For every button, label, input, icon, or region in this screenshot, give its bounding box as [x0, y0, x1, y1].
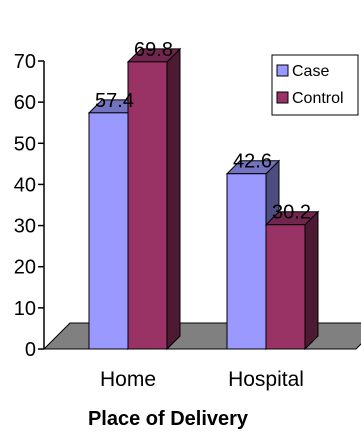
legend: Case Control: [271, 54, 359, 116]
y-tick-label: 50: [14, 133, 36, 155]
legend-swatch: [276, 64, 289, 77]
bar-control-hospital: [264, 210, 320, 351]
y-tick-label: 0: [25, 339, 36, 361]
bar-front: [127, 61, 168, 350]
y-tick-label: 10: [14, 298, 36, 320]
bar-front: [88, 112, 129, 350]
legend-label: Case: [292, 63, 329, 80]
y-axis: 0 10 20 30 40 50 60 70: [14, 51, 44, 361]
y-tick-label: 70: [14, 51, 36, 73]
x-axis: Home Hospital: [100, 368, 304, 391]
y-tick-label: 60: [14, 92, 36, 114]
data-label: 42.6: [233, 151, 272, 173]
y-tick-label: 20: [14, 257, 36, 279]
bar-side: [166, 47, 181, 351]
x-axis-title: Place of Delivery: [88, 408, 249, 430]
bar-front: [265, 224, 306, 350]
bar-control-home: [126, 47, 182, 351]
bar-front: [226, 173, 267, 350]
bar-side: [304, 210, 319, 351]
y-tick-label: 30: [14, 216, 36, 238]
legend-label: Control: [292, 90, 344, 107]
legend-swatch: [276, 91, 289, 104]
x-tick-label: Hospital: [228, 368, 304, 391]
data-label: 69.8: [134, 39, 173, 61]
x-tick-label: Home: [100, 368, 156, 391]
data-label: 30.2: [272, 202, 311, 224]
bars-group: [87, 47, 320, 351]
data-label: 57.4: [95, 90, 134, 112]
y-tick-label: 40: [14, 174, 36, 196]
data-labels-group: 57.4 69.8 42.6 30.2: [95, 39, 311, 224]
